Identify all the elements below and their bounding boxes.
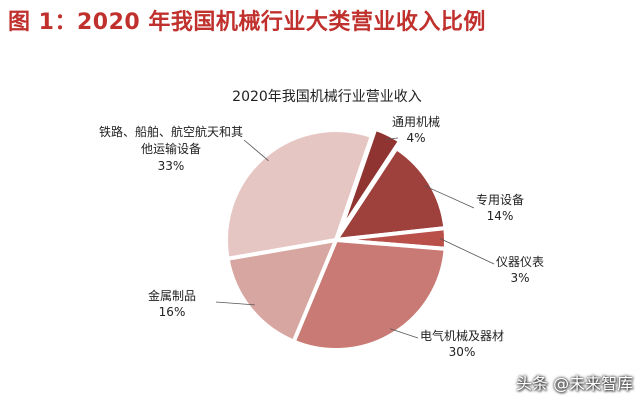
leader-line [424, 185, 475, 209]
leader-line [390, 328, 419, 339]
figure-title: 图 1：2020 年我国机械行业大类营业收入比例 [8, 10, 486, 35]
slice-label-general-machinery: 通用机械 4% [392, 114, 440, 146]
slice-label-transport-equipment: 铁路、船舶、航空航天和其他运输设备 33% [96, 124, 246, 175]
pie-slice [291, 237, 448, 352]
slice-label-percent: 16% [158, 305, 186, 319]
slice-label-instruments: 仪器仪表 3% [496, 254, 544, 286]
leader-line [243, 139, 269, 162]
slice-label-name: 仪器仪表 [496, 255, 545, 269]
pie-slice [224, 128, 375, 262]
watermark: 头条 @未来智库 [516, 374, 634, 393]
slice-label-name: 通用机械 [392, 115, 441, 129]
slice-label-name: 金属制品 [148, 289, 197, 303]
slice-label-name: 专用设备 [476, 193, 525, 207]
slice-label-electrical-machinery: 电气机械及器材 30% [420, 328, 504, 360]
slice-label-percent: 4% [406, 131, 426, 145]
pie-slice [337, 126, 403, 234]
leader-line [215, 301, 255, 306]
leader-line [439, 238, 495, 265]
slice-label-name: 电气机械及器材 [420, 329, 505, 343]
pie-slice [225, 237, 340, 345]
slice-label-percent: 3% [510, 271, 530, 285]
slice-label-percent: 30% [448, 345, 476, 359]
pie-slice [331, 145, 448, 243]
slice-label-name: 铁路、船舶、航空航天和其他运输设备 [98, 125, 243, 156]
slice-label-metal-products: 金属制品 16% [148, 288, 196, 320]
chart-title: 2020年我国机械行业营业收入 [232, 89, 422, 105]
slice-label-special-equipment: 专用设备 14% [476, 192, 524, 224]
slice-label-percent: 14% [486, 209, 514, 223]
slice-label-percent: 33% [157, 159, 185, 173]
leader-line [385, 137, 399, 140]
